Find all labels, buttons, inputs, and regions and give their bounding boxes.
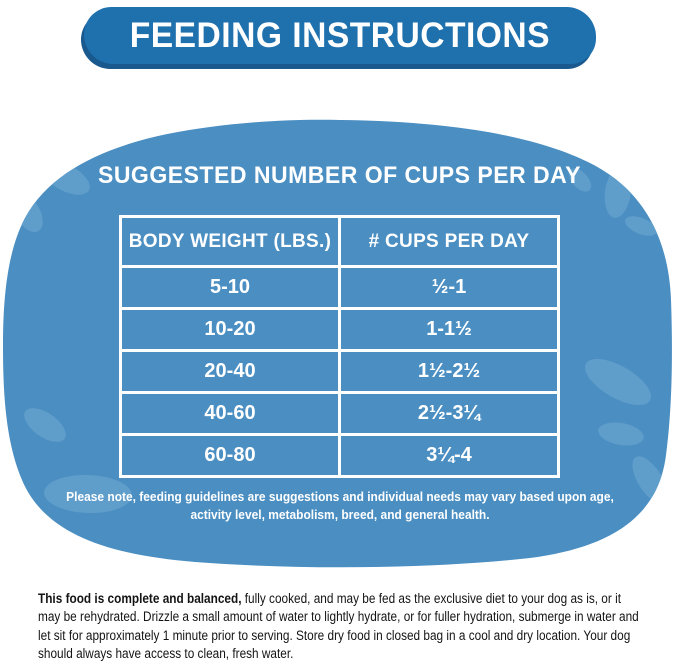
column-header-body-weight: BODY WEIGHT (LBS.) [119, 215, 341, 268]
decor-spot [598, 422, 644, 446]
decor-spot [584, 358, 652, 406]
panel-blob [3, 119, 672, 568]
feeding-note: Please note, feeding guidelines are sugg… [66, 489, 614, 523]
cups-cell: 1-1½ [338, 307, 560, 352]
weight-cell: 40-60 [119, 391, 341, 436]
feeding-panel: SUGGESTED NUMBER OF CUPS PER DAY BODY WE… [0, 110, 679, 585]
table-row: 5-10 ½-1 [119, 265, 560, 310]
column-header-cups-per-day: # CUPS PER DAY [338, 215, 560, 268]
table-header-row: BODY WEIGHT (LBS.) # CUPS PER DAY [119, 215, 560, 268]
table-row: 60-80 3¼-4 [119, 433, 560, 478]
banner: FEEDING INSTRUCTIONS [84, 7, 596, 64]
decor-spot [44, 474, 132, 514]
cups-cell: 1½-2½ [338, 349, 560, 394]
weight-cell: 60-80 [119, 433, 341, 478]
decor-spot [624, 216, 658, 236]
footer-paragraph: This food is complete and balanced, full… [38, 590, 644, 663]
weight-cell: 5-10 [119, 265, 341, 310]
table-row: 10-20 1-1½ [119, 307, 560, 352]
table-row: 20-40 1½-2½ [119, 349, 560, 394]
panel-heading: SUGGESTED NUMBER OF CUPS PER DAY [97, 162, 582, 189]
cups-cell: ½-1 [338, 265, 560, 310]
decor-spot [24, 408, 66, 442]
table-row: 40-60 2½-3¼ [119, 391, 560, 436]
weight-cell: 20-40 [119, 349, 341, 394]
feeding-table: BODY WEIGHT (LBS.) # CUPS PER DAY 5-10 ½… [119, 215, 560, 478]
footer-text: fully cooked, and may be fed as the excl… [38, 591, 639, 662]
cups-cell: 3¼-4 [338, 433, 560, 478]
weight-cell: 10-20 [119, 307, 341, 352]
decor-spot [568, 168, 592, 192]
cups-cell: 2½-3¼ [338, 391, 560, 436]
footer-bold-lead: This food is complete and balanced, [38, 591, 242, 606]
banner-title: FEEDING INSTRUCTIONS [129, 15, 551, 55]
